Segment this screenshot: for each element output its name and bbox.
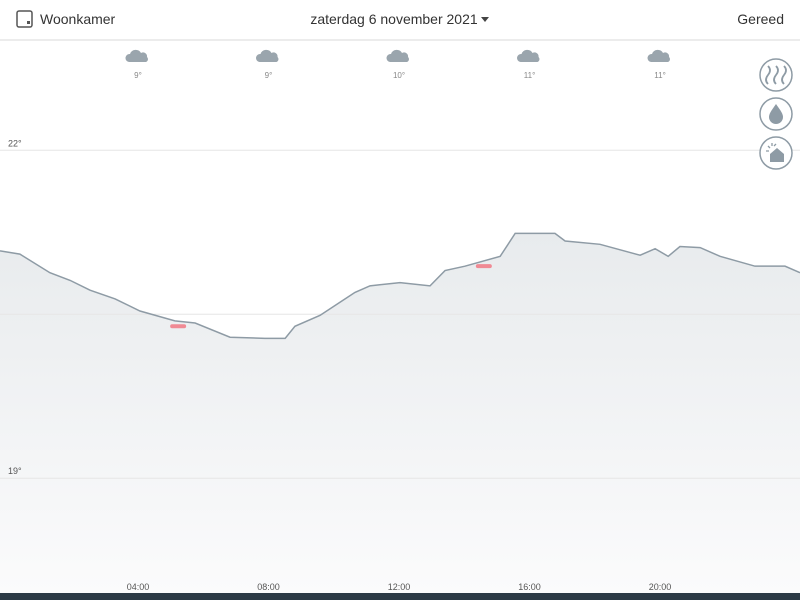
room-icon: [16, 10, 33, 28]
weather-temp: 11°: [524, 71, 536, 80]
outdoor-button[interactable]: [759, 136, 793, 170]
temperature-area: [0, 233, 800, 594]
room-name: Woonkamer: [40, 11, 116, 27]
weather-icon: 11°: [647, 49, 670, 80]
weather-temp: 9°: [265, 71, 273, 80]
weather-icon: 11°: [516, 49, 540, 80]
bottom-bar: [0, 593, 800, 600]
x-tick-label: 20:00: [649, 582, 672, 592]
date-label: zaterdag 6 november 2021: [310, 11, 478, 27]
cloud: [516, 49, 540, 62]
drop-icon: [769, 104, 783, 124]
weather-temp: 10°: [393, 71, 405, 80]
cloud: [125, 49, 148, 62]
weather-icon: 10°: [386, 49, 409, 80]
y-tick-label: 19°: [8, 466, 22, 476]
temperature-line: [0, 232, 800, 340]
x-tick-label: 04:00: [127, 582, 150, 592]
x-tick-label: 12:00: [388, 582, 411, 592]
cloud: [647, 49, 670, 62]
weather-temp: 11°: [654, 71, 666, 80]
room-icon-dot: [27, 21, 30, 24]
heat-icon: [765, 65, 787, 85]
y-tick-label: 22°: [8, 138, 22, 148]
cloud: [255, 49, 279, 62]
weather-icon: 9°: [125, 49, 148, 80]
date-caret: [481, 17, 489, 22]
humidity-button[interactable]: [759, 97, 793, 131]
plot: 19° 22° 04:00 9° 08:00 9° 12:00 10° 16:00 11° 20:0…: [0, 49, 800, 594]
done-button[interactable]: Gereed: [737, 11, 784, 27]
weather-temp: 9°: [134, 71, 142, 80]
date-picker[interactable]: zaterdag 6 november 2021: [310, 11, 489, 27]
house-icon: [770, 148, 784, 162]
cloud: [386, 49, 409, 62]
x-tick-label: 08:00: [257, 582, 280, 592]
x-tick-label: 16:00: [518, 582, 541, 592]
weather-icon: 9°: [255, 49, 279, 80]
room-button[interactable]: Woonkamer: [16, 10, 116, 28]
header-bar: [0, 0, 800, 40]
sun-icon: [766, 143, 777, 152]
heating-button[interactable]: [759, 58, 793, 92]
